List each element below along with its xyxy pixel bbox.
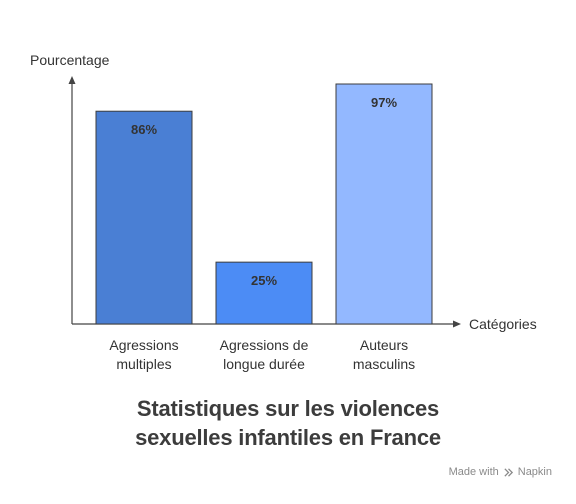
- bar-chart: Pourcentage Catégories 86% Agressions mult…: [30, 52, 537, 372]
- bar-value-label-2: 25%: [251, 273, 277, 288]
- category-label-3-line-1: Auteurs: [360, 337, 408, 353]
- y-axis-arrow: [68, 76, 76, 84]
- made-with-footer: Made with Napkin: [449, 466, 552, 478]
- chart-title-line-2: sexuelles infantiles en France: [135, 425, 441, 450]
- chart-title-line-1: Statistiques sur les violences: [136, 396, 440, 421]
- bar-3: [335, 83, 433, 325]
- chart-title: Statistiques sur les violences sexuelles…: [0, 394, 576, 452]
- bars-group: [95, 83, 433, 325]
- x-axis-label: Catégories: [469, 316, 537, 332]
- y-axis-label: Pourcentage: [30, 52, 110, 68]
- napkin-logo-icon: [504, 467, 513, 477]
- category-label-2-line-1: Agressions de: [220, 337, 309, 353]
- category-label-1-line-2: multiples: [116, 356, 171, 372]
- napkin-brand-text: Napkin: [517, 466, 552, 478]
- labels-group: 86% Agressions multiples 25% Agressions de lo…: [109, 95, 415, 372]
- x-axis-arrow: [453, 320, 461, 328]
- category-label-1-line-1: Agressions: [109, 337, 178, 353]
- category-label-3-line-2: masculins: [353, 356, 415, 372]
- bar-1: [95, 110, 193, 325]
- made-with-text: Made with: [448, 466, 499, 478]
- bar-value-label-3: 97%: [371, 95, 397, 110]
- category-label-2-line-2: longue durée: [223, 356, 305, 372]
- bar-2: [215, 261, 313, 325]
- bar-value-label-1: 86%: [131, 122, 157, 137]
